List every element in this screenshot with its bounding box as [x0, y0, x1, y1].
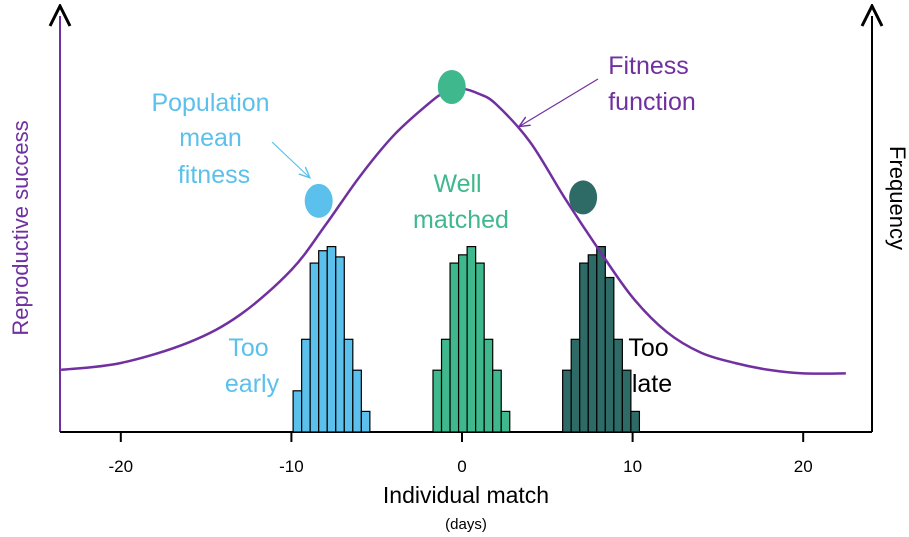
fitness-point-late — [569, 180, 598, 215]
histograms — [292, 246, 641, 433]
x-tick-label: 10 — [623, 457, 642, 476]
histogram-bar — [360, 410, 371, 433]
x-tick-label: -20 — [109, 457, 134, 476]
histogram-bar — [613, 338, 623, 433]
histogram-bar — [318, 250, 328, 433]
histogram-bar — [449, 262, 460, 433]
histogram-bar — [432, 369, 443, 433]
histogram-bar — [335, 256, 345, 433]
too-early-label: Too early — [225, 334, 280, 398]
x-tick-label: 20 — [794, 457, 813, 476]
histogram-bar — [570, 338, 581, 433]
x-axis-label: Individual match — [383, 482, 549, 508]
population-mean-arrow — [271, 141, 309, 177]
histogram-bar — [483, 338, 494, 433]
histogram-bar — [500, 410, 511, 433]
histogram-bar — [621, 369, 632, 433]
x-axis-unit: (days) — [445, 516, 487, 533]
fitness-point-early — [304, 183, 333, 218]
histogram-bar — [587, 254, 598, 433]
fitness-function-label: Fitness function — [608, 52, 696, 116]
histogram-bar — [352, 369, 362, 433]
histogram-bar — [630, 410, 641, 433]
histogram-bar — [457, 254, 468, 433]
histogram-bar — [292, 390, 303, 433]
fitness-function-arrow — [520, 78, 599, 126]
histogram-bar — [562, 369, 572, 433]
histogram-bar — [326, 246, 337, 433]
histogram-bar — [343, 338, 354, 433]
x-tick-label: 0 — [457, 457, 466, 476]
histogram-bar — [596, 246, 606, 433]
left-axis-label: Reproductive success — [8, 120, 33, 335]
histogram-bar — [492, 369, 502, 433]
histogram-bar — [604, 276, 615, 433]
histogram-bar — [309, 262, 320, 433]
histogram-bar — [466, 246, 477, 433]
x-tick-label: -10 — [279, 457, 304, 476]
fitness-function-curve — [60, 87, 846, 375]
well-matched-label: Well matched — [413, 170, 509, 234]
fitness-point-well-matched — [437, 70, 466, 104]
right-axis-label: Frequency — [885, 146, 909, 250]
histogram-bar — [475, 262, 485, 433]
x-ticks: -20 -10 0 10 20 — [109, 432, 813, 476]
histogram-bar — [301, 338, 311, 433]
histogram-bar — [440, 338, 451, 433]
too-late-label: Too late — [628, 334, 675, 398]
histogram-bar — [579, 262, 589, 433]
population-mean-label: Population mean fitness — [151, 89, 276, 189]
fitness-points — [304, 70, 598, 218]
